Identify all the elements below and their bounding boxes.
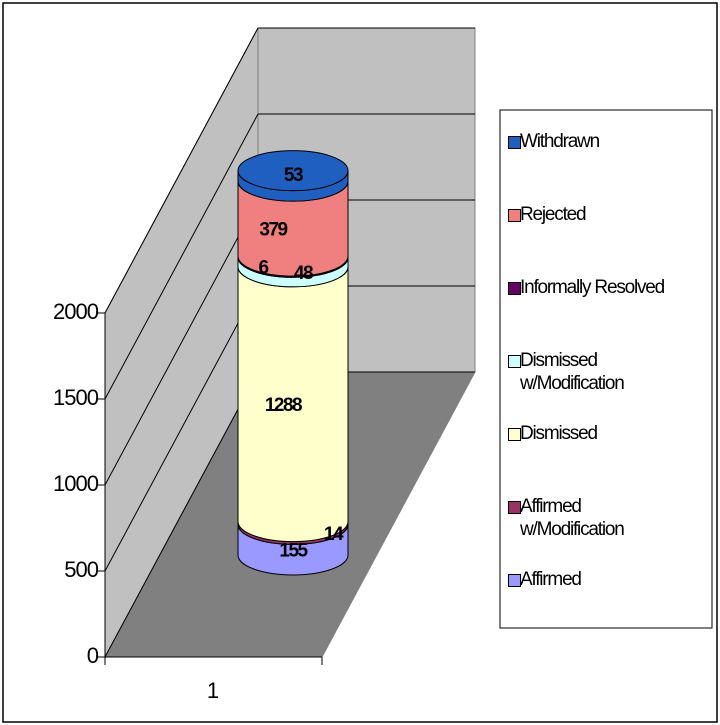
y-tick-label: 2000 [53,299,99,324]
legend-swatch [508,428,521,441]
y-tick-label: 1000 [53,471,99,496]
y-tick-label: 500 [64,557,98,582]
grid-line [104,285,259,572]
legend-label: Withdrawn [520,131,600,152]
legend-label: Rejected [520,204,587,225]
legend-swatch [508,136,521,149]
legend-label: Affirmed w/Modification [520,496,625,540]
data-label: 14 [324,524,344,545]
y-tick-label: 0 [87,643,99,668]
grid-line [104,199,259,486]
data-label: 155 [279,541,308,562]
legend-swatch [508,501,521,514]
data-label: 48 [294,263,313,284]
x-tick-label: 1 [207,678,219,703]
legend-label: Dismissed w/Modification [520,350,625,394]
legend-label: Dismissed [520,423,598,444]
legend-swatch [508,574,521,587]
data-label: 53 [284,165,303,186]
legend-swatch [508,355,521,368]
legend-label: Informally Resolved [520,277,665,298]
legend-swatch [508,209,521,222]
data-label: 379 [259,220,287,241]
data-label: 1288 [265,395,302,416]
grid-line [104,27,259,314]
legend-label: Affirmed [520,569,582,590]
y-tick-label: 1500 [53,385,99,410]
legend-box [499,109,713,629]
legend-swatch [508,282,521,295]
cylinder-top [237,150,349,192]
grid-line [104,371,259,658]
grid-line [104,113,259,400]
data-label: 6 [258,258,268,279]
